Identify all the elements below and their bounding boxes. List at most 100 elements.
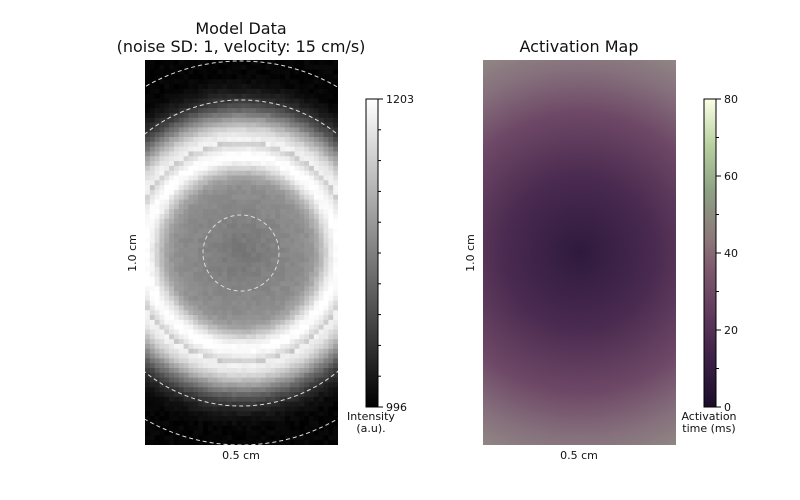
heatmap-cell	[198, 242, 204, 249]
heatmap-cell	[299, 343, 305, 350]
heatmap-cell	[333, 339, 338, 345]
heatmap-cell	[207, 238, 213, 244]
heatmap-cell	[212, 271, 218, 277]
heatmap-cell	[280, 242, 286, 249]
heatmap-cell	[159, 358, 165, 364]
heatmap-cell	[164, 194, 170, 200]
heatmap-cell	[260, 69, 267, 75]
heatmap-cell	[207, 416, 213, 422]
heatmap-cell	[145, 257, 151, 263]
heatmap-cell	[164, 84, 170, 90]
heatmap-cell	[169, 281, 175, 287]
heatmap-cell	[145, 262, 151, 268]
heatmap-cell	[246, 276, 252, 282]
heatmap-cell	[173, 276, 180, 282]
heatmap-cell	[159, 223, 165, 229]
heatmap-cell	[207, 334, 213, 340]
heatmap-cell	[265, 334, 271, 340]
heatmap-cell	[294, 137, 300, 143]
heatmap-cell	[222, 204, 228, 210]
heatmap-cell	[260, 257, 267, 263]
heatmap-cell	[270, 257, 276, 263]
heatmap-cell	[318, 132, 324, 138]
heatmap-cell	[309, 262, 315, 268]
heatmap-cell	[284, 156, 291, 162]
heatmap-cell	[154, 257, 160, 263]
heatmap-cell	[280, 353, 286, 359]
heatmap-cell	[154, 141, 160, 148]
heatmap-cell	[222, 348, 228, 354]
heatmap-cell	[164, 103, 170, 109]
heatmap-cell	[149, 416, 156, 422]
heatmap-cell	[313, 156, 320, 162]
heatmap-cell	[154, 348, 160, 354]
heatmap-cell	[255, 112, 262, 119]
heatmap-cell	[231, 165, 238, 172]
heatmap-cell	[318, 185, 324, 191]
heatmap-cell	[227, 343, 233, 350]
heatmap-cell	[222, 189, 228, 196]
heatmap-cell	[260, 396, 267, 403]
heatmap-cell	[270, 262, 276, 268]
heatmap-cell	[284, 295, 291, 302]
heatmap-cell	[188, 440, 194, 445]
heatmap-cell	[159, 161, 165, 167]
heatmap-cell	[304, 74, 310, 80]
heatmap-cell	[207, 401, 213, 407]
heatmap-cell	[169, 266, 175, 273]
heatmap-cell	[227, 69, 233, 75]
heatmap-cell	[231, 151, 238, 157]
heatmap-cell	[145, 343, 151, 350]
heatmap-cell	[202, 257, 209, 263]
heatmap-cell	[255, 300, 262, 306]
heatmap-cell	[202, 319, 209, 326]
heatmap-cell	[169, 339, 175, 345]
heatmap-cell	[231, 117, 238, 123]
heatmap-cell	[323, 358, 329, 364]
heatmap-cell	[227, 93, 233, 99]
heatmap-cell	[193, 165, 199, 172]
heatmap-cell	[222, 411, 228, 417]
heatmap-cell	[255, 339, 262, 345]
heatmap-cell	[227, 151, 233, 157]
heatmap-cell	[323, 156, 329, 162]
heatmap-cell	[178, 117, 185, 123]
heatmap-cell	[270, 396, 276, 403]
heatmap-cell	[217, 88, 223, 95]
heatmap-cell	[193, 103, 199, 109]
heatmap-cell	[222, 425, 228, 431]
heatmap-cell	[193, 406, 199, 412]
heatmap-cell	[154, 252, 160, 258]
activation-tick-label: 40	[724, 247, 738, 260]
heatmap-cell	[241, 295, 247, 302]
heatmap-cell	[222, 60, 228, 66]
heatmap-cell	[159, 353, 165, 359]
heatmap-cell	[188, 223, 194, 229]
heatmap-cell	[280, 214, 286, 220]
heatmap-cell	[318, 242, 324, 249]
heatmap-cell	[246, 180, 252, 186]
heatmap-cell	[222, 358, 228, 364]
heatmap-cell	[183, 247, 189, 253]
heatmap-cell	[217, 295, 223, 302]
heatmap-cell	[255, 343, 262, 350]
heatmap-cell	[183, 300, 189, 306]
heatmap-cell	[260, 151, 267, 157]
heatmap-cell	[154, 435, 160, 441]
heatmap-cell	[193, 170, 199, 176]
heatmap-cell	[313, 300, 320, 306]
heatmap-cell	[284, 108, 291, 114]
heatmap-cell	[217, 146, 223, 152]
heatmap-cell	[212, 204, 218, 210]
heatmap-cell	[323, 108, 329, 114]
heatmap-cell	[164, 425, 170, 431]
heatmap-cell	[145, 194, 151, 200]
heatmap-cell	[154, 416, 160, 422]
heatmap-cell	[318, 223, 324, 229]
heatmap-cell	[149, 358, 156, 364]
heatmap-cell	[193, 64, 199, 71]
heatmap-cell	[294, 425, 300, 431]
heatmap-cell	[309, 343, 315, 350]
heatmap-cell	[323, 103, 329, 109]
heatmap-cell	[265, 266, 271, 273]
